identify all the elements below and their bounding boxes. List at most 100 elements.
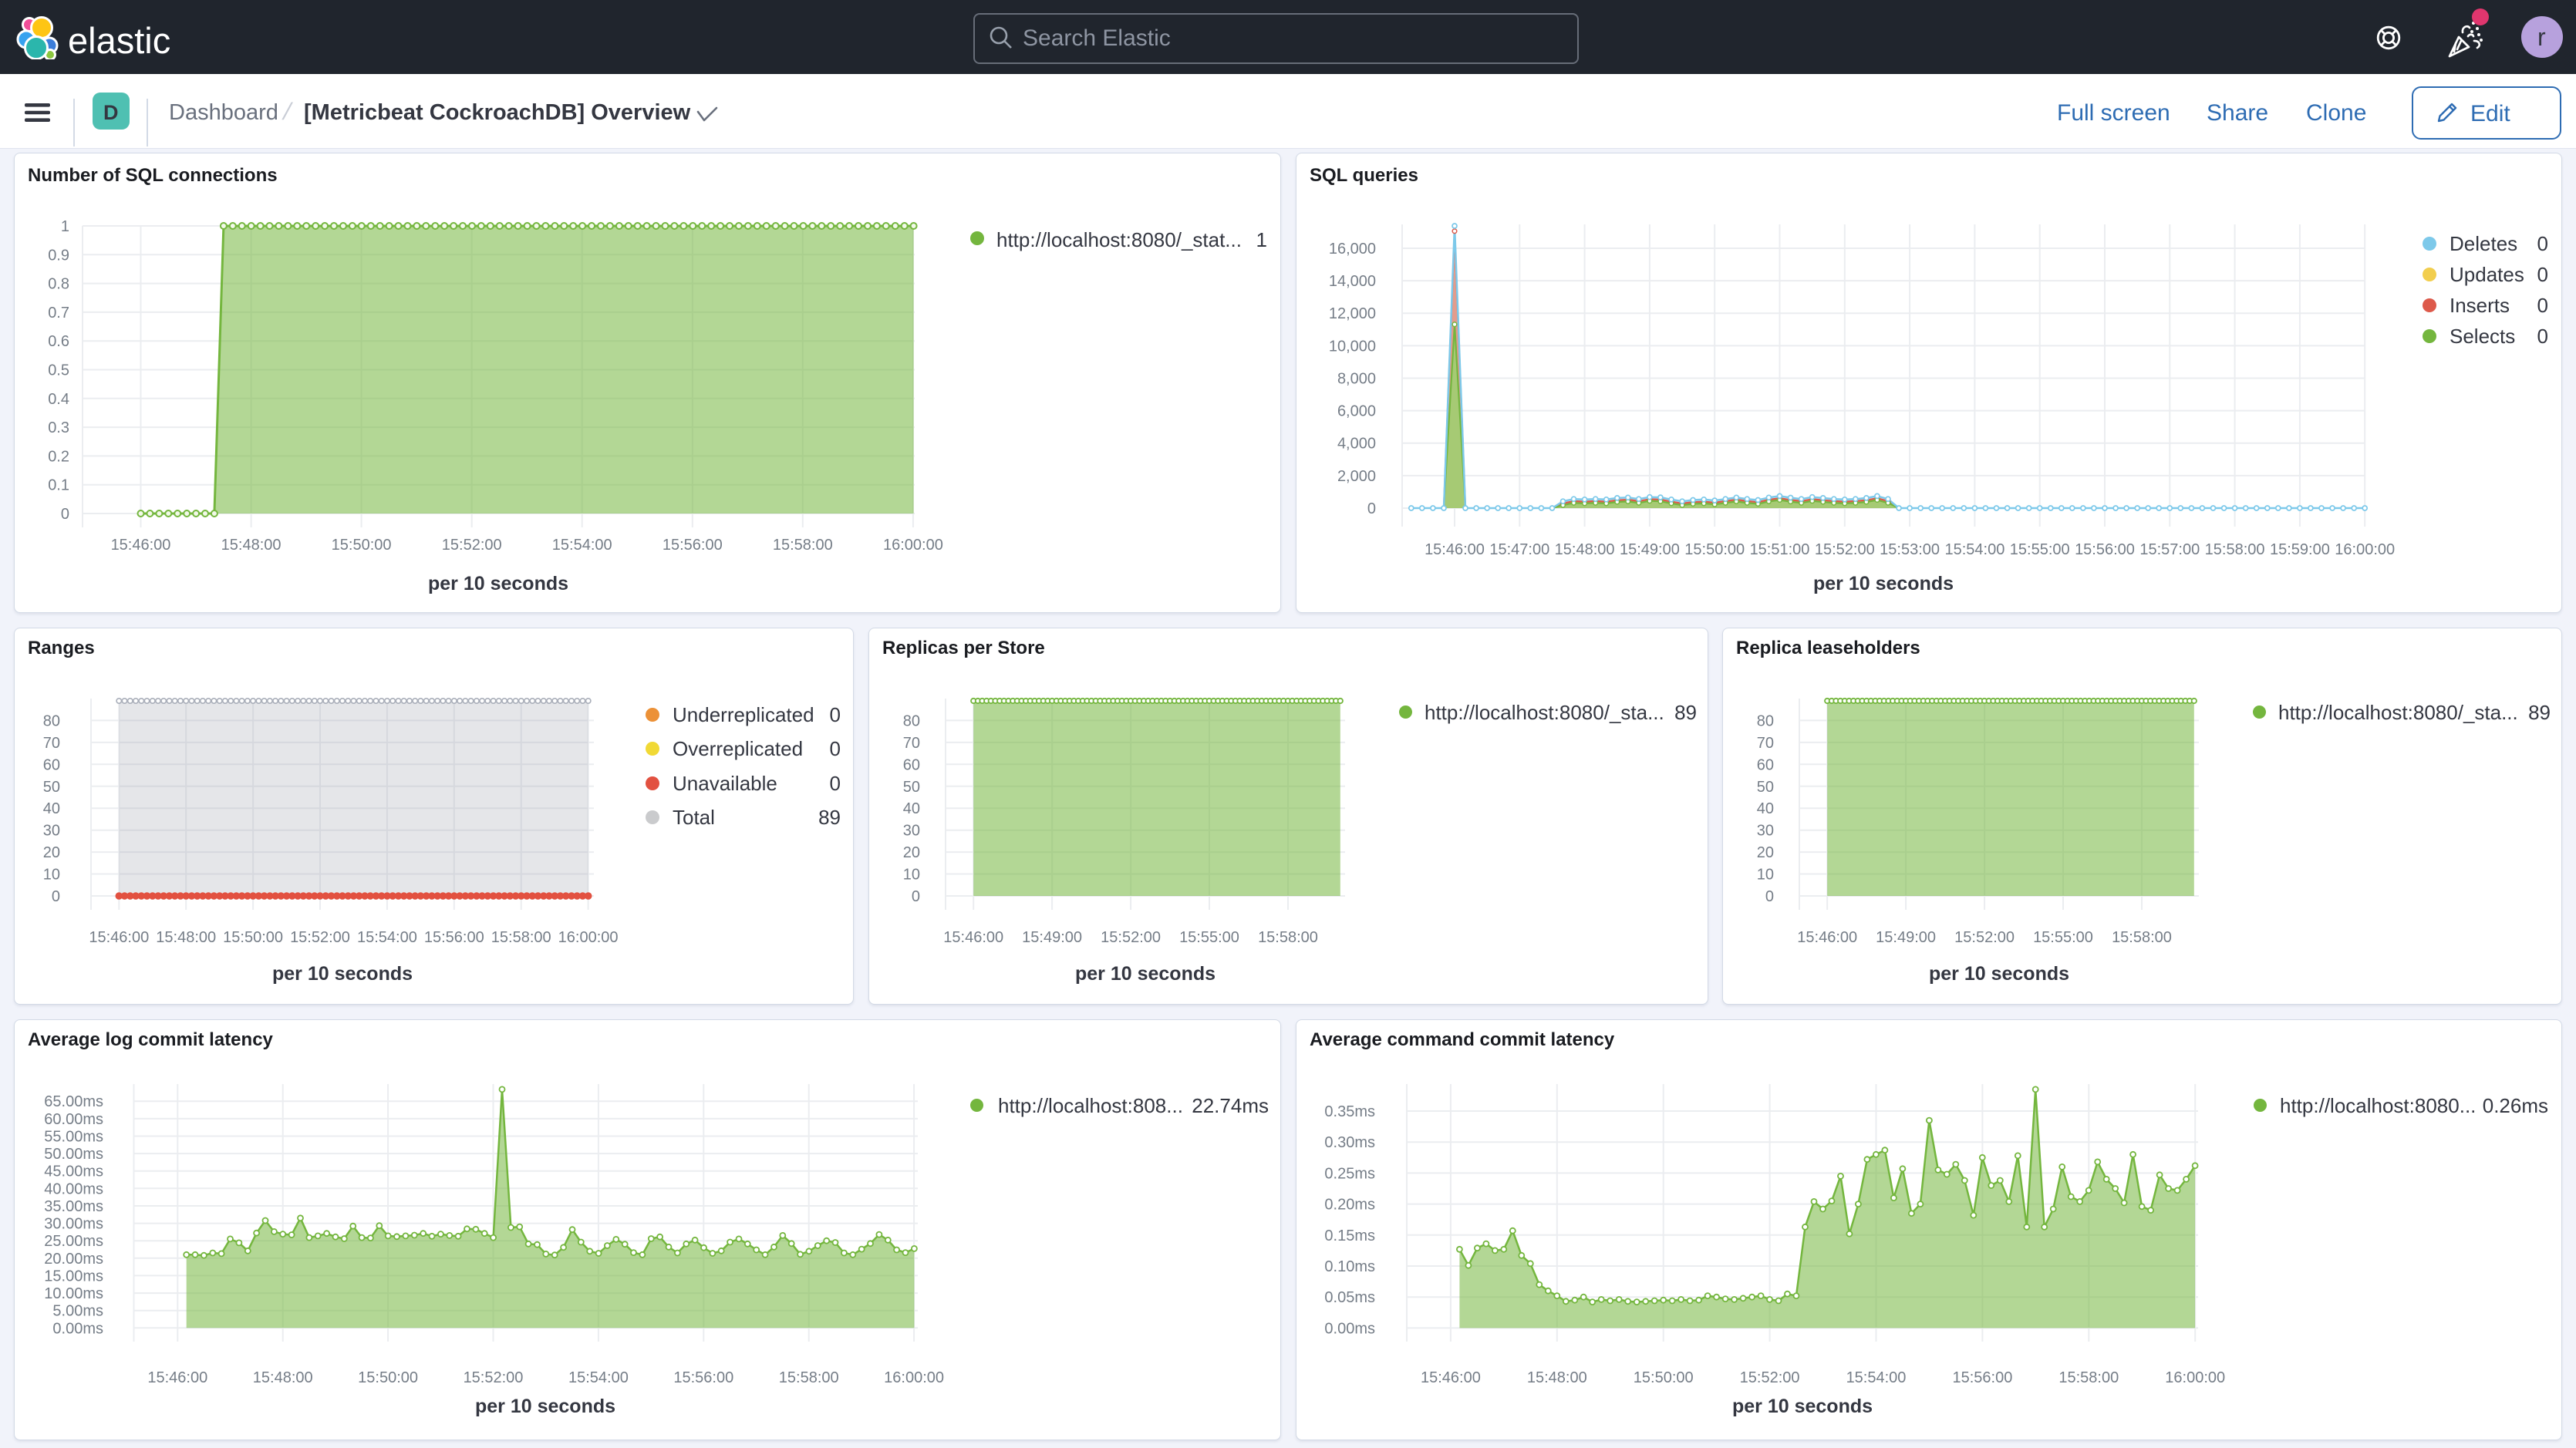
svg-text:50: 50 xyxy=(1757,779,1774,796)
svg-text:0.30ms: 0.30ms xyxy=(1324,1134,1375,1151)
svg-text:15:49:00: 15:49:00 xyxy=(1620,541,1680,558)
svg-text:50: 50 xyxy=(903,779,920,796)
svg-text:15:46:00: 15:46:00 xyxy=(1797,929,1857,946)
svg-text:15:54:00: 15:54:00 xyxy=(552,537,612,554)
svg-text:15:56:00: 15:56:00 xyxy=(673,1369,733,1386)
svg-text:15:52:00: 15:52:00 xyxy=(464,1369,524,1386)
svg-text:0.1: 0.1 xyxy=(48,477,69,494)
svg-text:15:52:00: 15:52:00 xyxy=(290,929,350,946)
svg-text:80: 80 xyxy=(43,712,60,729)
svg-text:15:54:00: 15:54:00 xyxy=(568,1369,629,1386)
svg-text:15:52:00: 15:52:00 xyxy=(1954,929,2015,946)
svg-text:15:58:00: 15:58:00 xyxy=(491,929,551,946)
svg-text:70: 70 xyxy=(903,735,920,752)
svg-text:0: 0 xyxy=(1367,500,1376,517)
svg-text:6,000: 6,000 xyxy=(1337,403,1376,420)
svg-text:16:00:00: 16:00:00 xyxy=(883,537,943,554)
svg-text:15:46:00: 15:46:00 xyxy=(1421,1369,1481,1386)
svg-text:10: 10 xyxy=(43,867,60,884)
svg-text:15:50:00: 15:50:00 xyxy=(332,537,392,554)
svg-text:15:58:00: 15:58:00 xyxy=(2058,1369,2119,1386)
svg-text:0.4: 0.4 xyxy=(48,391,69,408)
svg-text:80: 80 xyxy=(903,712,920,729)
svg-text:0: 0 xyxy=(61,506,69,523)
svg-text:15:46:00: 15:46:00 xyxy=(1425,541,1485,558)
svg-text:80: 80 xyxy=(1757,712,1774,729)
svg-text:40: 40 xyxy=(43,800,60,817)
svg-text:15:48:00: 15:48:00 xyxy=(253,1369,313,1386)
svg-text:15:52:00: 15:52:00 xyxy=(1101,929,1161,946)
svg-text:15:59:00: 15:59:00 xyxy=(2270,541,2330,558)
svg-text:15:49:00: 15:49:00 xyxy=(1876,929,1936,946)
svg-text:5.00ms: 5.00ms xyxy=(52,1303,103,1320)
svg-text:15:48:00: 15:48:00 xyxy=(1527,1369,1587,1386)
svg-text:15:54:00: 15:54:00 xyxy=(357,929,417,946)
svg-text:15:46:00: 15:46:00 xyxy=(111,537,171,554)
svg-text:0.20ms: 0.20ms xyxy=(1324,1197,1375,1214)
svg-text:10: 10 xyxy=(903,867,920,884)
svg-text:15:50:00: 15:50:00 xyxy=(1684,541,1745,558)
svg-text:4,000: 4,000 xyxy=(1337,436,1376,453)
svg-text:12,000: 12,000 xyxy=(1329,305,1376,322)
svg-text:15:48:00: 15:48:00 xyxy=(156,929,216,946)
svg-text:0.00ms: 0.00ms xyxy=(52,1320,103,1337)
svg-text:15:53:00: 15:53:00 xyxy=(1880,541,1940,558)
svg-text:14,000: 14,000 xyxy=(1329,273,1376,290)
svg-text:15:50:00: 15:50:00 xyxy=(1634,1369,1694,1386)
svg-text:0.2: 0.2 xyxy=(48,448,69,465)
svg-text:15:58:00: 15:58:00 xyxy=(1258,929,1318,946)
svg-text:15:48:00: 15:48:00 xyxy=(1555,541,1615,558)
svg-text:0.05ms: 0.05ms xyxy=(1324,1289,1375,1306)
svg-text:15:50:00: 15:50:00 xyxy=(223,929,283,946)
svg-text:15:47:00: 15:47:00 xyxy=(1489,541,1549,558)
svg-text:0.00ms: 0.00ms xyxy=(1324,1320,1375,1337)
svg-text:0: 0 xyxy=(52,888,60,905)
svg-text:50.00ms: 50.00ms xyxy=(44,1146,103,1163)
svg-text:45.00ms: 45.00ms xyxy=(44,1163,103,1180)
svg-text:20: 20 xyxy=(903,844,920,861)
svg-text:0.8: 0.8 xyxy=(48,276,69,293)
svg-text:25.00ms: 25.00ms xyxy=(44,1233,103,1250)
svg-text:20: 20 xyxy=(1757,844,1774,861)
svg-text:0.9: 0.9 xyxy=(48,247,69,264)
svg-text:15:46:00: 15:46:00 xyxy=(943,929,1003,946)
svg-text:50: 50 xyxy=(43,779,60,796)
svg-text:15:56:00: 15:56:00 xyxy=(424,929,484,946)
svg-text:15:56:00: 15:56:00 xyxy=(663,537,723,554)
svg-text:0.3: 0.3 xyxy=(48,419,69,436)
svg-text:30: 30 xyxy=(903,823,920,840)
svg-text:0.10ms: 0.10ms xyxy=(1324,1258,1375,1275)
svg-text:30: 30 xyxy=(1757,823,1774,840)
svg-text:15:56:00: 15:56:00 xyxy=(2075,541,2135,558)
svg-text:15:46:00: 15:46:00 xyxy=(147,1369,207,1386)
svg-text:0.7: 0.7 xyxy=(48,305,69,322)
svg-text:0: 0 xyxy=(912,888,920,905)
svg-text:0: 0 xyxy=(1765,888,1774,905)
svg-text:0.6: 0.6 xyxy=(48,333,69,350)
svg-text:10: 10 xyxy=(1757,867,1774,884)
svg-text:15:58:00: 15:58:00 xyxy=(779,1369,839,1386)
svg-text:15:49:00: 15:49:00 xyxy=(1022,929,1082,946)
svg-text:35.00ms: 35.00ms xyxy=(44,1198,103,1215)
svg-text:10,000: 10,000 xyxy=(1329,338,1376,355)
svg-text:40: 40 xyxy=(1757,800,1774,817)
svg-text:60: 60 xyxy=(43,756,60,773)
svg-text:15:52:00: 15:52:00 xyxy=(442,537,502,554)
svg-text:15:56:00: 15:56:00 xyxy=(1952,1369,2012,1386)
svg-text:15:52:00: 15:52:00 xyxy=(1740,1369,1800,1386)
svg-text:15:46:00: 15:46:00 xyxy=(89,929,149,946)
svg-text:60.00ms: 60.00ms xyxy=(44,1111,103,1128)
svg-text:15:58:00: 15:58:00 xyxy=(2205,541,2265,558)
svg-text:40: 40 xyxy=(903,800,920,817)
svg-text:0.15ms: 0.15ms xyxy=(1324,1227,1375,1244)
svg-text:15:52:00: 15:52:00 xyxy=(1815,541,1875,558)
svg-text:55.00ms: 55.00ms xyxy=(44,1129,103,1146)
svg-text:2,000: 2,000 xyxy=(1337,468,1376,485)
svg-text:16:00:00: 16:00:00 xyxy=(884,1369,944,1386)
svg-text:15:57:00: 15:57:00 xyxy=(2139,541,2200,558)
svg-text:0.35ms: 0.35ms xyxy=(1324,1103,1375,1120)
svg-text:16,000: 16,000 xyxy=(1329,241,1376,258)
svg-text:60: 60 xyxy=(903,756,920,773)
svg-text:15:51:00: 15:51:00 xyxy=(1750,541,1810,558)
svg-text:15:55:00: 15:55:00 xyxy=(1179,929,1239,946)
